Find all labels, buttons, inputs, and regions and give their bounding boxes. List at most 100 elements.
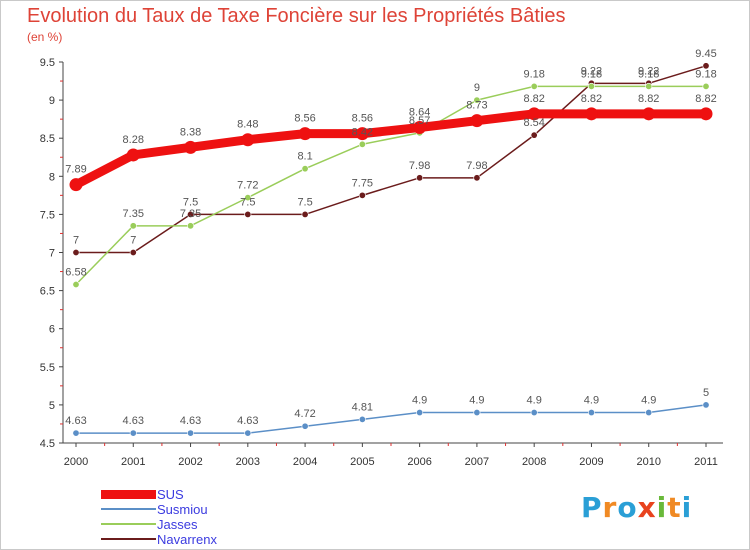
y-tick-label: 5.5 [40, 362, 55, 374]
data-label-sus: 8.73 [466, 100, 487, 112]
data-label-jasses: 8.57 [409, 115, 430, 127]
data-point-navarrenx [358, 191, 366, 199]
data-point-susmiou [244, 429, 252, 437]
data-label-susmiou: 4.81 [352, 401, 373, 413]
data-label-jasses: 9 [474, 82, 480, 94]
series-line-navarrenx [75, 65, 707, 254]
data-label-jasses: 7.35 [180, 208, 201, 220]
data-label-navarrenx: 7 [130, 235, 136, 247]
data-label-sus: 8.82 [638, 93, 659, 105]
data-point-sus [355, 127, 369, 141]
data-label-jasses: 9.18 [581, 68, 602, 80]
data-point-navarrenx [301, 210, 309, 218]
data-point-susmiou [416, 409, 424, 417]
data-label-susmiou: 4.63 [237, 415, 258, 427]
data-point-susmiou [72, 429, 80, 437]
data-point-sus [69, 178, 83, 192]
data-point-navarrenx [187, 210, 195, 218]
x-tick-label: 2002 [178, 456, 202, 468]
data-point-navarrenx [72, 249, 80, 257]
data-label-navarrenx: 7 [73, 235, 79, 247]
legend-label-sus: SUS [157, 487, 184, 502]
data-label-jasses: 8.42 [352, 126, 373, 138]
y-tick-label: 5 [49, 400, 55, 412]
data-point-sus [699, 107, 713, 121]
data-labels: 7 7 7.5 7.5 7.5 7.75 7.98 7.98 8.54 9.22 9.22 9.45 6… [65, 48, 716, 427]
data-label-sus: 8.56 [294, 113, 315, 125]
data-point-jasses [587, 82, 595, 90]
logo-letter: r [602, 491, 618, 524]
y-tick-label: 9 [49, 95, 55, 107]
data-point-sus [642, 107, 656, 121]
data-label-navarrenx: 7.98 [466, 160, 487, 172]
legend-label-susmiou: Susmiou [157, 502, 208, 517]
data-point-susmiou [358, 415, 366, 423]
data-label-sus: 8.64 [409, 107, 430, 119]
data-point-navarrenx [244, 210, 252, 218]
data-point-navarrenx [702, 62, 710, 70]
legend-swatch-navarrenx [101, 538, 156, 540]
data-label-susmiou: 4.72 [294, 408, 315, 420]
y-tick-label: 7 [49, 248, 55, 260]
x-tick-label: 2007 [465, 456, 489, 468]
x-tick-label: 2000 [64, 456, 88, 468]
data-label-jasses: 9.18 [523, 68, 544, 80]
data-point-jasses [244, 194, 252, 202]
data-point-jasses [187, 222, 195, 230]
x-tick-label: 2010 [636, 456, 660, 468]
y-tick-label: 7.5 [40, 209, 55, 221]
data-point-jasses [645, 82, 653, 90]
data-label-navarrenx: 7.5 [240, 196, 255, 208]
data-point-sus [470, 114, 484, 128]
data-point-susmiou [301, 422, 309, 430]
data-point-sus [584, 107, 598, 121]
data-point-navarrenx [530, 131, 538, 139]
logo-letter: o [617, 491, 638, 524]
x-tick-label: 2006 [407, 456, 431, 468]
data-point-sus [527, 107, 541, 121]
y-tick-label: 4.5 [40, 438, 55, 450]
data-label-sus: 8.82 [695, 93, 716, 105]
data-label-susmiou: 4.9 [412, 395, 427, 407]
data-label-susmiou: 4.63 [180, 415, 201, 427]
data-label-jasses: 7.35 [123, 208, 144, 220]
data-label-jasses: 6.58 [65, 267, 86, 279]
data-point-navarrenx [129, 249, 137, 257]
legend-swatch-sus [101, 490, 156, 499]
logo-letter: t [667, 491, 682, 524]
data-point-sus [184, 140, 198, 154]
y-tick-label: 6.5 [40, 286, 55, 298]
y-tick-label: 8 [49, 171, 55, 183]
y-tick-label: 8.5 [40, 133, 55, 145]
data-point-susmiou [473, 409, 481, 417]
data-label-navarrenx: 7.5 [297, 196, 312, 208]
data-label-navarrenx: 9.22 [638, 65, 659, 77]
data-label-susmiou: 4.9 [469, 395, 484, 407]
data-point-susmiou [530, 409, 538, 417]
data-point-susmiou [187, 429, 195, 437]
data-label-sus: 8.82 [581, 93, 602, 105]
proxiti-logo: Proxiti [581, 491, 692, 524]
x-tick-label: 2001 [121, 456, 145, 468]
legend-label-navarrenx: Navarrenx [157, 532, 217, 547]
data-point-susmiou [129, 429, 137, 437]
y-tick-label: 6 [49, 324, 55, 336]
data-label-sus: 7.89 [65, 164, 86, 176]
data-point-sus [298, 127, 312, 141]
data-point-jasses [473, 96, 481, 104]
data-point-jasses [702, 82, 710, 90]
series-line-jasses [75, 85, 707, 286]
data-label-navarrenx: 9.22 [581, 65, 602, 77]
series-line-susmiou [75, 404, 707, 434]
logo-letter: i [681, 491, 693, 524]
data-label-jasses: 8.1 [297, 151, 312, 163]
data-label-sus: 8.56 [352, 113, 373, 125]
x-tick-label: 2008 [522, 456, 546, 468]
data-label-susmiou: 4.63 [65, 415, 86, 427]
data-label-susmiou: 4.9 [641, 395, 656, 407]
data-point-jasses [129, 222, 137, 230]
legend-swatch-jasses [101, 523, 156, 525]
x-tick-label: 2011 [694, 456, 718, 468]
data-point-susmiou [702, 401, 710, 409]
